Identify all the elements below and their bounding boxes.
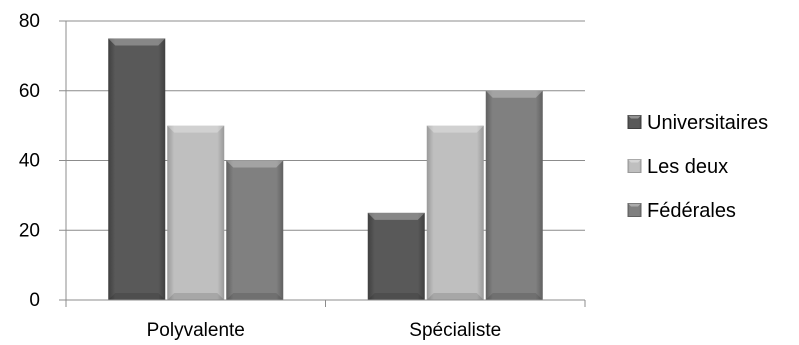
bar-les-deux xyxy=(167,125,225,300)
y-tick-label: 0 xyxy=(29,290,40,311)
y-tick-label: 60 xyxy=(19,81,40,102)
legend-item: Les deux xyxy=(627,156,728,178)
legend-swatch xyxy=(627,115,642,129)
y-tick-label: 80 xyxy=(19,11,40,32)
legend-swatch xyxy=(627,159,642,173)
y-tick-label: 20 xyxy=(19,220,40,241)
legend-item: Universitaires xyxy=(627,112,768,134)
legend-item: Fédérales xyxy=(627,200,736,222)
bar-federales xyxy=(485,90,543,300)
y-tick-label: 40 xyxy=(19,151,40,172)
bars xyxy=(108,38,543,300)
bar-universitaires xyxy=(108,38,166,300)
axes: 0 20 40 60 80 Polyvalente Spécialiste xyxy=(19,11,586,341)
legend-label: Fédérales xyxy=(647,200,736,222)
legend-label: Les deux xyxy=(647,156,728,178)
x-category-label: Polyvalente xyxy=(147,320,245,341)
bar-les-deux xyxy=(426,125,484,300)
legend-label: Universitaires xyxy=(647,112,768,134)
bar-universitaires xyxy=(367,212,425,300)
legend: Universitaires Les deux Fédérales xyxy=(627,112,768,222)
legend-swatch xyxy=(627,203,642,217)
x-category-label: Spécialiste xyxy=(409,320,501,341)
bar-federales xyxy=(226,160,284,300)
